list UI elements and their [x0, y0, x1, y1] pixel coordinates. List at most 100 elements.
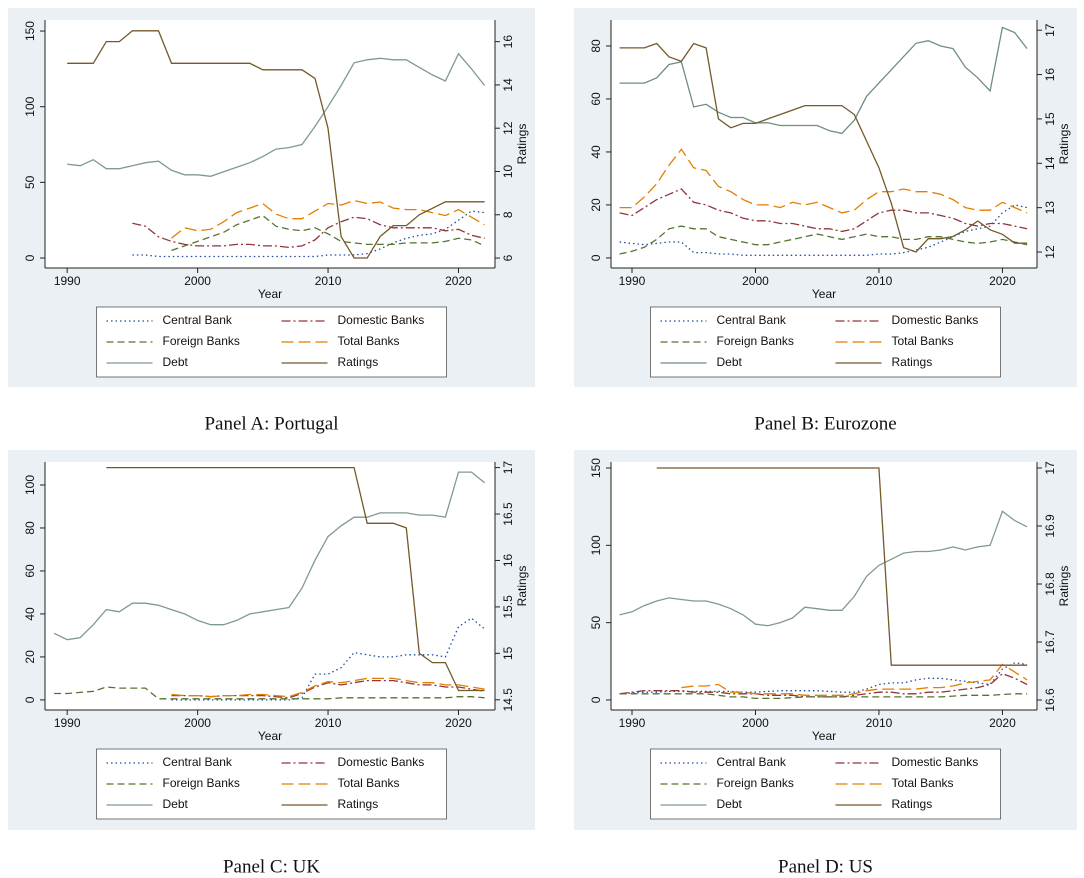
series-line [132, 210, 485, 258]
y2-tick-label: 14.5 [501, 688, 515, 712]
legend-box [650, 748, 1001, 820]
panel-caption: Panel C: UK [223, 856, 320, 877]
y2-tick-label: 13 [1043, 201, 1057, 215]
y-tick-label: 0 [589, 696, 603, 703]
legend-label: Total Banks [338, 776, 400, 790]
y2-tick-label: 16 [1043, 68, 1057, 82]
y2-tick-label: 16.5 [501, 502, 515, 526]
y2-tick-label: 17 [1043, 461, 1057, 475]
y2-axis-title: Ratings [515, 124, 529, 165]
y2-tick-label: 15 [501, 646, 515, 660]
x-tick-label: 2010 [866, 274, 893, 288]
x-tick-label: 2000 [742, 716, 769, 730]
series-line [171, 199, 485, 239]
legend-label: Central Bank [163, 755, 233, 769]
plot-area [611, 462, 1037, 710]
legend-label: Debt [163, 797, 189, 811]
legend-label: Ratings [892, 355, 933, 369]
y2-tick-label: 16 [501, 553, 515, 567]
y-tick-label: 80 [23, 521, 37, 535]
x-axis-title: Year [258, 729, 282, 743]
plot-area [611, 20, 1037, 268]
series-line [619, 225, 1028, 255]
legend-label: Total Banks [338, 334, 400, 348]
x-tick-label: 2010 [315, 274, 342, 288]
y2-tick-label: 16.6 [1043, 688, 1057, 712]
series-line [67, 30, 485, 259]
y-tick-label: 40 [23, 607, 37, 621]
y-tick-label: 100 [23, 96, 37, 116]
legend-label: Central Bank [717, 755, 787, 769]
x-tick-label: 2000 [184, 274, 211, 288]
legend-label: Debt [717, 797, 743, 811]
y-tick-label: 60 [589, 92, 603, 106]
series-line [171, 617, 486, 701]
legend-label: Debt [163, 355, 189, 369]
series-line [619, 148, 1028, 214]
legend-label: Debt [717, 355, 743, 369]
x-tick-label: 2020 [989, 716, 1016, 730]
y2-axis-title: Ratings [1057, 124, 1071, 165]
x-axis-title: Year [812, 287, 836, 301]
x-tick-label: 2020 [445, 274, 472, 288]
y2-tick-label: 16.9 [1043, 514, 1057, 538]
legend-label: Ratings [892, 797, 933, 811]
y2-tick-label: 16 [501, 35, 515, 49]
series-line [619, 510, 1028, 627]
y2-axis-title: Ratings [515, 566, 529, 607]
plot-area [45, 20, 495, 268]
y-tick-label: 60 [23, 564, 37, 578]
y2-tick-label: 6 [501, 254, 515, 261]
legend-label: Domestic Banks [892, 313, 979, 327]
series-line [619, 204, 1028, 256]
panel-caption: Panel A: Portugal [204, 413, 338, 434]
plot-area [45, 462, 495, 710]
y-tick-label: 80 [589, 39, 603, 53]
y2-tick-label: 14 [1043, 156, 1057, 170]
x-tick-label: 1990 [619, 274, 646, 288]
legend-box [96, 748, 447, 820]
x-axis-title: Year [812, 729, 836, 743]
x-tick-label: 2000 [184, 716, 211, 730]
y2-tick-label: 16.7 [1043, 630, 1057, 654]
series-line [67, 52, 486, 177]
y-tick-label: 50 [589, 616, 603, 630]
y2-tick-label: 12 [1043, 245, 1057, 259]
y2-axis-title: Ratings [1057, 566, 1071, 607]
y2-tick-label: 15 [1043, 112, 1057, 126]
legend-label: Ratings [338, 797, 379, 811]
x-axis-title: Year [258, 287, 282, 301]
x-tick-label: 2020 [445, 716, 472, 730]
series-line [656, 467, 1028, 666]
y-tick-label: 100 [589, 535, 603, 555]
y-tick-label: 20 [589, 198, 603, 212]
legend-box [96, 306, 447, 378]
panel-caption: Panel B: Eurozone [754, 413, 896, 434]
y-tick-label: 40 [589, 145, 603, 159]
series-line [53, 471, 486, 641]
y-tick-label: 50 [23, 175, 37, 189]
legend-label: Total Banks [892, 334, 954, 348]
y2-tick-label: 8 [501, 211, 515, 218]
y2-tick-label: 15.5 [501, 595, 515, 619]
legend-label: Foreign Banks [163, 776, 240, 790]
x-tick-label: 2000 [742, 274, 769, 288]
x-tick-label: 1990 [54, 716, 81, 730]
series-line [619, 188, 1028, 233]
x-tick-label: 1990 [54, 274, 81, 288]
y2-tick-label: 17 [1043, 23, 1057, 37]
y2-tick-label: 16.8 [1043, 572, 1057, 596]
legend-label: Foreign Banks [717, 334, 794, 348]
legend-label: Total Banks [892, 776, 954, 790]
y2-tick-label: 17 [501, 461, 515, 475]
legend-label: Central Bank [163, 313, 233, 327]
series-line [619, 26, 1028, 135]
y-tick-label: 0 [23, 696, 37, 703]
x-tick-label: 1990 [619, 716, 646, 730]
y2-tick-label: 12 [501, 121, 515, 135]
y-tick-label: 20 [23, 650, 37, 664]
legend-label: Foreign Banks [717, 776, 794, 790]
series-line [171, 677, 485, 698]
series-line [681, 663, 1028, 696]
